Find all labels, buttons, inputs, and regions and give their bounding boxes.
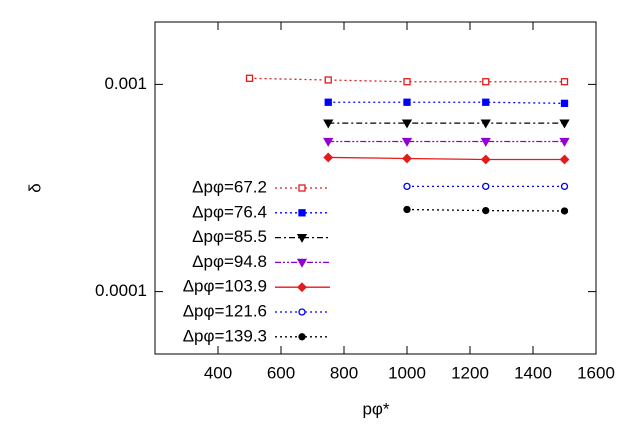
x-tick-label: 800 xyxy=(330,363,358,382)
marker xyxy=(402,153,412,164)
legend-label: Δpφ=85.5 xyxy=(192,227,267,246)
legend-marker xyxy=(297,282,307,293)
marker xyxy=(559,137,570,147)
y-axis-label: δ xyxy=(25,183,44,192)
marker xyxy=(482,206,490,215)
series-line xyxy=(406,208,565,212)
marker xyxy=(482,78,490,86)
legend-label: Δpφ=103.9 xyxy=(183,277,267,296)
marker xyxy=(403,182,411,191)
x-tick-label: 1400 xyxy=(514,363,552,382)
marker xyxy=(403,205,411,214)
legend-marker xyxy=(298,308,306,316)
marker xyxy=(482,98,490,106)
legend-label: Δpφ=67.2 xyxy=(192,177,267,196)
marker xyxy=(323,152,334,163)
marker xyxy=(559,119,570,129)
legend-label: Δpφ=94.8 xyxy=(192,252,267,271)
marker xyxy=(480,154,491,165)
legend-marker xyxy=(296,258,308,268)
x-axis-label: pφ* xyxy=(362,399,389,418)
marker xyxy=(482,182,490,191)
marker xyxy=(324,76,332,84)
marker xyxy=(324,98,332,106)
marker xyxy=(403,98,411,106)
x-tick-label: 1600 xyxy=(577,363,615,382)
legend-marker xyxy=(298,184,306,192)
x-tick-label: 1000 xyxy=(388,363,426,382)
legend-label: Δpφ=76.4 xyxy=(192,202,267,221)
marker xyxy=(560,207,569,215)
y-tick-label: 0.0001 xyxy=(95,281,147,300)
marker xyxy=(560,78,569,86)
legend-marker xyxy=(298,333,306,341)
marker xyxy=(245,74,254,82)
series-line xyxy=(328,156,565,161)
series-line xyxy=(328,101,565,104)
plot-frame xyxy=(154,21,597,355)
legend-label: Δpφ=139.3 xyxy=(183,326,267,345)
marker xyxy=(480,119,491,129)
marker xyxy=(323,137,334,147)
marker xyxy=(323,119,334,129)
x-tick-label: 1200 xyxy=(451,363,489,382)
y-tick-label: 0.001 xyxy=(104,74,147,93)
legend-marker xyxy=(298,209,306,217)
x-tick-label: 600 xyxy=(267,363,295,382)
marker xyxy=(480,137,491,147)
x-tick-label: 400 xyxy=(204,363,232,382)
marker xyxy=(559,154,570,165)
marker xyxy=(560,99,569,107)
legend-label: Δpφ=121.6 xyxy=(183,301,267,320)
marker xyxy=(401,119,413,129)
marker xyxy=(560,182,569,191)
legend-marker xyxy=(296,233,308,243)
marker xyxy=(401,137,413,147)
marker xyxy=(403,78,411,86)
